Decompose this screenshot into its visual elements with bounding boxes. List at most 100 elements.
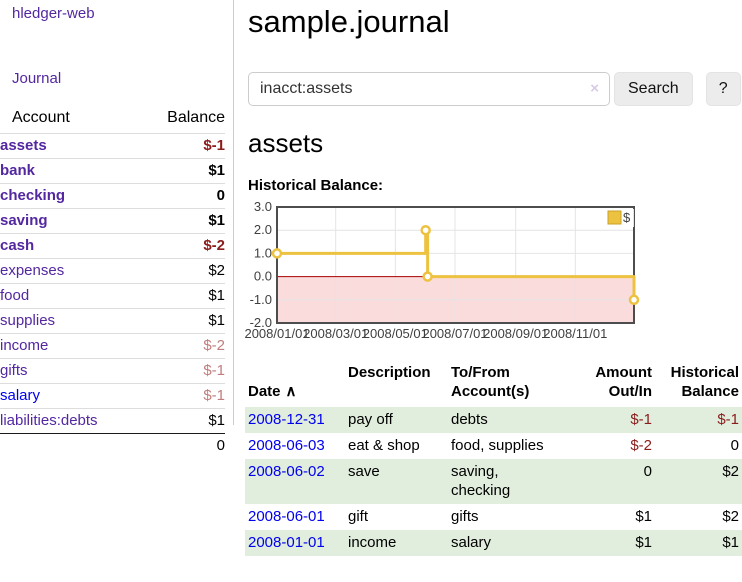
account-link-liabilities-debts[interactable]: liabilities:debts [0,412,98,429]
account-link-expenses[interactable]: expenses [0,262,65,279]
transaction-balance: $1 [722,534,739,551]
account-link-gifts[interactable]: gifts [0,362,28,379]
svg-text:3.0: 3.0 [254,199,272,214]
svg-text:2008/05/01: 2008/05/01 [363,326,428,341]
transaction-row: 2008-06-03 eat & shop food, supplies $-2… [245,433,742,459]
account-balance: 0 [141,183,225,209]
transaction-date-link[interactable]: 2008-06-02 [248,463,325,480]
search-input[interactable] [248,72,610,106]
account-link-cash[interactable]: cash [0,237,35,254]
account-row: assets $-1 [0,133,225,159]
transaction-accounts: saving, checking [451,463,511,499]
account-balance: $1 [141,158,225,184]
account-row: supplies $1 [0,308,225,334]
balance-column-header: Balance [167,109,225,126]
total-balance: 0 [141,433,225,458]
account-balance: $1 [141,308,225,334]
transaction-row: 2008-06-02 save saving, checking 0 $2 [245,459,742,504]
column-header-amount: Amount Out/In [595,364,652,400]
account-link-salary[interactable]: salary [0,387,41,404]
column-header-description: Description [348,364,431,381]
transaction-accounts: gifts [451,508,479,525]
help-button[interactable]: ? [705,72,741,106]
transaction-balance: 0 [730,437,739,454]
svg-text:2008/07/01: 2008/07/01 [422,326,487,341]
account-link-food[interactable]: food [0,287,30,304]
svg-text:2008/11/01: 2008/11/01 [543,326,607,341]
account-link-income[interactable]: income [0,337,49,354]
svg-text:2008/09/01: 2008/09/01 [483,326,548,341]
transaction-accounts: food, supplies [451,437,544,454]
account-link-saving[interactable]: saving [0,212,48,229]
transaction-row: 2008-12-31 pay off debts $-1 $-1 [245,407,742,433]
sidebar: hledger-web Journal Account Balance asse… [0,0,233,458]
svg-text:2008/01/01: 2008/01/01 [244,326,309,341]
account-balance: $-2 [141,333,225,359]
transaction-description: gift [348,508,369,525]
account-link-checking[interactable]: checking [0,187,66,204]
app-brand-link[interactable]: hledger-web [12,5,95,22]
sidebar-item-journal[interactable]: Journal [12,70,62,87]
account-row: expenses $2 [0,258,225,284]
transaction-amount: $-2 [630,437,652,454]
account-row: saving $1 [0,208,225,234]
account-balance: $2 [141,258,225,284]
transaction-date-link[interactable]: 2008-12-31 [248,411,325,428]
transaction-row: 2008-06-01 gift gifts $1 $2 [245,504,742,530]
account-row: bank $1 [0,158,225,184]
transaction-description: pay off [348,411,393,428]
column-header-date[interactable]: Date ∧ [248,383,297,400]
search-button[interactable]: Search [614,72,693,106]
page-title: sample.journal [248,4,450,39]
account-balance: $-1 [141,358,225,384]
transaction-date-link[interactable]: 2008-06-01 [248,508,325,525]
svg-text:2.0: 2.0 [254,222,272,237]
transaction-amount: $-1 [630,411,652,428]
search-bar: × Search ? [248,72,742,106]
historical-balance-chart: 3.0 2.0 1.0 0.0 -1.0 -2.02008/01/012008/03/01… [244,199,640,341]
sort-asc-icon: ∧ [285,383,297,400]
svg-text:2008/03/01: 2008/03/01 [303,326,368,341]
total-row: 0 [0,433,225,458]
account-balance: $1 [141,208,225,234]
account-link-assets[interactable]: assets [0,137,47,154]
transaction-balance: $2 [722,508,739,525]
transaction-accounts: salary [451,534,492,551]
account-row: liabilities:debts $1 [0,408,225,434]
account-balance: $-1 [141,383,225,409]
svg-text:1.0: 1.0 [254,245,272,260]
transaction-balance: $2 [722,463,739,480]
account-row: cash $-2 [0,233,225,259]
transaction-description: income [348,534,397,551]
transaction-balance: $-1 [717,411,739,428]
transaction-date-link[interactable]: 2008-01-01 [248,534,325,551]
clear-search-icon[interactable]: × [590,80,599,97]
account-balance: $-2 [141,233,225,259]
account-row: income $-2 [0,333,225,359]
account-balance: $1 [141,408,225,434]
svg-text:$: $ [623,210,631,225]
accounts-column-header: Account [12,109,70,126]
svg-text:-2.0: -2.0 [250,315,272,330]
chart-title: Historical Balance: [248,177,384,194]
search-input-wrap: × [248,72,610,106]
main-content: sample.journal × Search ? assets Histori… [244,0,742,556]
transaction-amount: $1 [635,508,652,525]
transaction-amount: 0 [643,463,652,480]
transaction-row: 2008-01-01 income salary $1 $1 [245,530,742,556]
account-balance-table: Account Balance assets $-1 bank $1 check… [0,106,225,458]
account-link-bank[interactable]: bank [0,162,36,179]
svg-text:-1.0: -1.0 [250,292,272,307]
register-table: Date ∧ Description To/From Account(s) Amo… [245,363,742,556]
account-row: food $1 [0,283,225,309]
transaction-date-link[interactable]: 2008-06-03 [248,437,325,454]
sidebar-divider [233,0,234,425]
transaction-amount: $1 [635,534,652,551]
account-row: gifts $-1 [0,358,225,384]
account-balance: $1 [141,283,225,309]
svg-text:0.0: 0.0 [254,269,272,284]
account-heading: assets [248,128,324,158]
account-row: checking 0 [0,183,225,209]
transaction-accounts: debts [451,411,488,428]
account-link-supplies[interactable]: supplies [0,312,56,329]
